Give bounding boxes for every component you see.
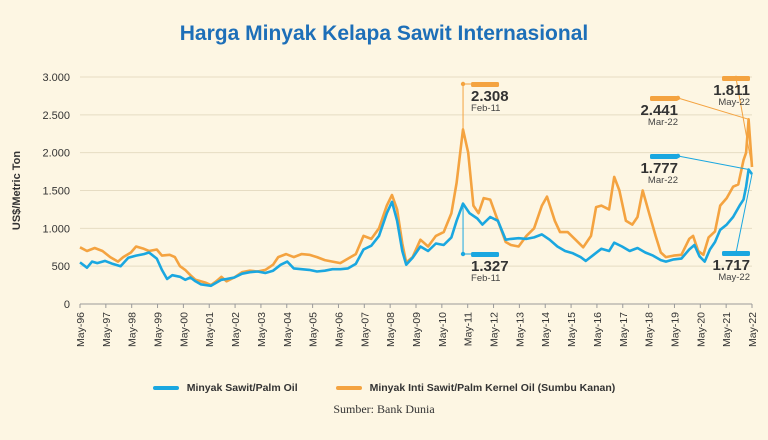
- x-tick-label: May-01: [204, 312, 216, 347]
- callout-bar: [650, 154, 678, 159]
- y-tick-label: 1.500: [42, 186, 70, 198]
- x-tick-label: May-16: [592, 312, 604, 347]
- callout-value: 1.811: [713, 82, 750, 99]
- series-line-palm-kernel-oil: [79, 118, 754, 287]
- callout-dot: [675, 95, 681, 101]
- callout-value: 1.777: [640, 160, 678, 177]
- x-tick-label: May-00: [178, 312, 190, 347]
- legend: Minyak Sawit/Palm Oil Minyak Inti Sawit/…: [0, 382, 768, 394]
- callout-value: 2.441: [640, 102, 678, 119]
- x-tick-label: May-12: [489, 312, 501, 347]
- legend-label-palm-oil: Minyak Sawit/Palm Oil: [186, 382, 298, 394]
- x-tick-label: May-06: [333, 312, 345, 347]
- x-tick-label: May-09: [411, 312, 423, 347]
- callout-date: Feb-11: [471, 273, 500, 284]
- x-tick-label: May-18: [644, 312, 656, 347]
- y-axis-label: US$/Metric Ton: [11, 151, 23, 231]
- x-tick-label: May-96: [75, 312, 87, 347]
- callout-dot: [675, 153, 681, 159]
- legend-swatch-palm-oil: [152, 386, 179, 390]
- callout-connector: [735, 173, 753, 254]
- x-tick-label: May-05: [308, 312, 320, 347]
- y-tick-label: 500: [52, 261, 70, 273]
- callout-bar: [650, 96, 678, 101]
- callout-date: Mar-22: [648, 117, 678, 128]
- x-tick-label: May-15: [566, 312, 578, 347]
- chart-title: Harga Minyak Kelapa Sawit Internasional: [179, 22, 589, 45]
- callout-value: 2.308: [471, 88, 509, 105]
- legend-label-palm-kernel-oil: Minyak Inti Sawit/Palm Kernel Oil (Sumbu…: [369, 382, 616, 394]
- x-tick-label: May-13: [514, 312, 526, 347]
- x-tick-label: May-17: [618, 312, 630, 347]
- x-tick-label: May-21: [721, 312, 733, 347]
- y-tick-label: 2.000: [42, 148, 70, 160]
- x-tick-label: May-19: [669, 312, 681, 347]
- callout-value: 1.327: [471, 258, 509, 275]
- callout-value: 1.717: [712, 257, 750, 274]
- x-tick-label: May-22: [747, 312, 759, 347]
- callout-connector: [677, 97, 749, 120]
- y-tick-label: 3.000: [42, 72, 70, 84]
- callout-dot: [460, 81, 466, 87]
- callout-dot: [733, 75, 739, 81]
- callout-date: May-22: [718, 272, 750, 283]
- x-tick-label: May-11: [463, 312, 475, 346]
- callout-dot: [460, 251, 466, 257]
- x-tick-label: May-14: [540, 312, 552, 347]
- callout-dot: [733, 250, 739, 256]
- x-tick-label: May-08: [385, 312, 397, 347]
- callout-bar: [471, 252, 500, 257]
- x-tick-label: May-99: [153, 312, 165, 347]
- legend-item-palm-oil: Minyak Sawit/Palm Oil: [152, 382, 298, 394]
- x-tick-label: May-03: [256, 312, 268, 347]
- x-tick-label: May-02: [230, 312, 242, 347]
- x-tick-label: May-04: [282, 312, 294, 347]
- source-note: Sumber: Bank Dunia: [333, 402, 435, 416]
- legend-swatch-palm-kernel-oil: [335, 386, 362, 390]
- callout-date: May-22: [718, 97, 750, 108]
- legend-item-palm-kernel-oil: Minyak Inti Sawit/Palm Kernel Oil (Sumbu…: [335, 382, 616, 394]
- x-tick-label: May-98: [127, 312, 139, 347]
- x-tick-label: May-97: [101, 312, 113, 347]
- callout-connector: [735, 77, 753, 168]
- callout-date: Feb-11: [471, 103, 500, 114]
- callout-bar: [471, 82, 500, 87]
- x-tick-label: May-07: [359, 312, 371, 347]
- x-tick-label: May-20: [695, 312, 707, 347]
- y-tick-label: 2.500: [42, 110, 70, 122]
- callout-connector: [677, 155, 749, 171]
- y-tick-label: 1.000: [42, 223, 70, 235]
- series-line-palm-oil: [79, 168, 754, 288]
- y-tick-label: 0: [64, 299, 70, 311]
- callout-date: Mar-22: [648, 175, 678, 186]
- x-tick-label: May-10: [437, 312, 449, 347]
